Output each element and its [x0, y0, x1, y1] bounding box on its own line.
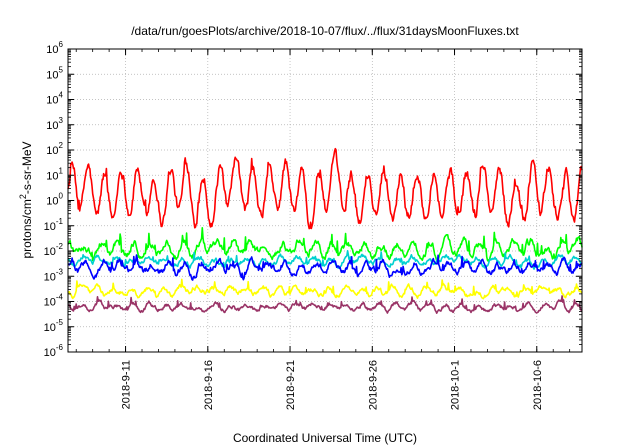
y-tick-label-exponent: 5 — [59, 65, 64, 74]
y-tick-label-base: 10 — [44, 347, 56, 359]
y-tick-label: 10-1 — [44, 217, 64, 233]
y-axis-label-rest: -s-sr-MeV — [20, 141, 34, 194]
x-tick-label: 2018-9-26 — [367, 360, 379, 410]
y-tick-label-base: 10 — [44, 271, 56, 283]
y-tick-label: 10-2 — [44, 242, 64, 258]
series-line — [67, 147, 583, 230]
y-tick-label-exponent: -3 — [56, 267, 64, 276]
y-tick-label-exponent: 2 — [59, 141, 64, 150]
y-axis-label-main: protons/cm — [20, 199, 34, 258]
series-line — [67, 278, 583, 300]
y-axis-label-sup: 2 — [18, 194, 28, 199]
y-tick-label-base: 10 — [46, 95, 58, 107]
y-axis-ticks: 10-610-510-410-310-210-11001011021031041… — [44, 40, 582, 359]
y-tick-label-base: 10 — [44, 297, 56, 309]
data-series — [67, 147, 583, 315]
y-tick-label: 102 — [46, 141, 63, 157]
y-tick-label-exponent: 4 — [59, 91, 64, 100]
series-line — [67, 227, 583, 262]
y-tick-label: 104 — [46, 91, 63, 107]
x-tick-label: 2018-9-11 — [121, 360, 133, 409]
y-tick-label: 10-3 — [44, 267, 64, 283]
x-tick-label: 2018-9-16 — [203, 360, 215, 410]
y-tick-label-exponent: 1 — [59, 166, 64, 175]
y-tick-label-base: 10 — [46, 196, 58, 208]
y-tick-label: 106 — [46, 40, 63, 56]
y-tick-label-base: 10 — [46, 120, 58, 132]
y-tick-label-base: 10 — [44, 221, 56, 233]
y-tick-label-base: 10 — [46, 145, 58, 157]
y-tick-label-exponent: 3 — [59, 116, 64, 125]
y-tick-label: 105 — [46, 65, 63, 81]
y-tick-label-base: 10 — [46, 170, 58, 182]
y-tick-label-exponent: 0 — [59, 192, 64, 201]
y-tick-label-base: 10 — [44, 246, 56, 258]
y-tick-label-exponent: -6 — [56, 343, 64, 352]
y-tick-label-base: 10 — [46, 69, 58, 81]
series-line — [67, 254, 583, 281]
x-tick-label: 2018-10-1 — [450, 360, 462, 410]
y-tick-label-exponent: 6 — [59, 40, 64, 49]
y-tick-label: 10-5 — [44, 318, 64, 334]
chart-title: /data/run/goesPlots/archive/2018-10-07/f… — [131, 24, 519, 38]
y-axis-label: protons/cm2-s-sr-MeV — [18, 141, 34, 258]
grid-lines — [68, 49, 582, 352]
y-tick-label: 101 — [46, 166, 63, 182]
y-tick-label: 100 — [46, 192, 63, 208]
y-tick-label-base: 10 — [44, 322, 56, 334]
y-tick-label: 10-4 — [44, 293, 64, 309]
y-tick-label-exponent: -1 — [56, 217, 64, 226]
series-line — [67, 250, 583, 270]
y-tick-label: 103 — [46, 116, 63, 132]
series-line — [67, 295, 583, 315]
y-tick-label-exponent: -4 — [56, 293, 64, 302]
x-axis-ticks: 2018-9-11 2018-9-16 2018-9-21 2018-9-26 2018… — [75, 49, 571, 410]
y-tick-label: 10-6 — [44, 343, 64, 359]
y-tick-label-base: 10 — [46, 44, 58, 56]
x-tick-label: 2018-10-6 — [532, 360, 544, 410]
x-axis-label: Coordinated Universal Time (UTC) — [233, 431, 417, 445]
y-tick-label-exponent: -5 — [56, 318, 64, 327]
y-tick-label-exponent: -2 — [56, 242, 64, 251]
x-tick-label: 2018-9-21 — [285, 360, 297, 410]
